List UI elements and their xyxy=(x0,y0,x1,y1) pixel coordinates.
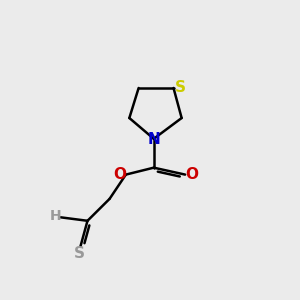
Text: S: S xyxy=(74,246,85,261)
Text: O: O xyxy=(185,167,198,182)
Text: S: S xyxy=(175,80,186,95)
Text: O: O xyxy=(113,167,126,182)
Text: H: H xyxy=(50,209,62,223)
Text: N: N xyxy=(147,132,160,147)
